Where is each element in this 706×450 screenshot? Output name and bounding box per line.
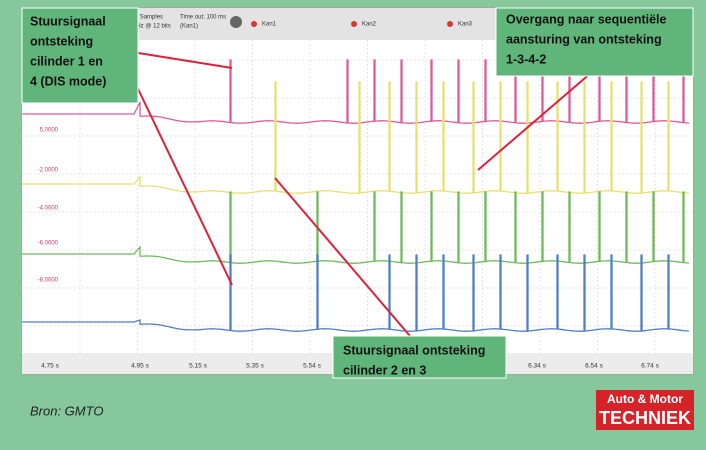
scale-label: -2.0000 [38,168,59,174]
channel-label: Kan1 [262,22,277,28]
scale-label: -8.0000 [38,278,59,284]
knob [230,16,242,28]
channel-label: Kan3 [458,22,473,28]
annotation-text: 4 (DIS mode) [30,74,106,88]
channel-led [251,21,257,27]
annotation-text: aansturing van ontsteking [506,32,662,46]
time-label: 4.75 s [41,363,59,370]
time-label: 5.15 s [189,363,207,370]
channel-led [447,21,453,27]
time-label: 6.74 s [641,363,659,370]
channel-label: Kan2 [362,22,377,28]
logo-bottom: TECHNIEK [599,408,691,428]
time-label: 5.35 s [246,363,264,370]
scale-label: -6.0000 [38,241,59,247]
annotation-text: Stuursignaal ontsteking [343,343,485,357]
time-label: 4.95 s [131,363,149,370]
annotation-text: cilinder 1 en [30,54,103,68]
page: 5.0000 -2.0000 -4.0000 -6.0000 -8.0000 4.75 s… [0,0,706,445]
scale-label: -4.0000 [38,206,59,212]
annotation-text: ontsteking [30,34,93,48]
annotation-text: 1-3-4-2 [506,52,546,66]
channel-led [351,21,357,27]
logo-top: Auto & Motor [607,392,683,406]
scale-label: 5.0000 [40,128,59,134]
annotation-text: cilinder 2 en 3 [343,363,426,377]
annotation-text: Overgang naar sequentiële [506,12,667,26]
toolbar-timeout: Time out: 100 ms [180,15,226,21]
source: Bron: GMTO [30,403,103,418]
time-label: 6.54 s [585,363,603,370]
time-label: 6.34 s [528,363,546,370]
annotation-text: Stuursignaal [30,14,106,28]
time-label: 5.54 s [303,363,321,370]
toolbar-trigger: (Kan1) [180,24,198,30]
figure: 5.0000 -2.0000 -4.0000 -6.0000 -8.0000 4.75 s… [0,0,706,445]
